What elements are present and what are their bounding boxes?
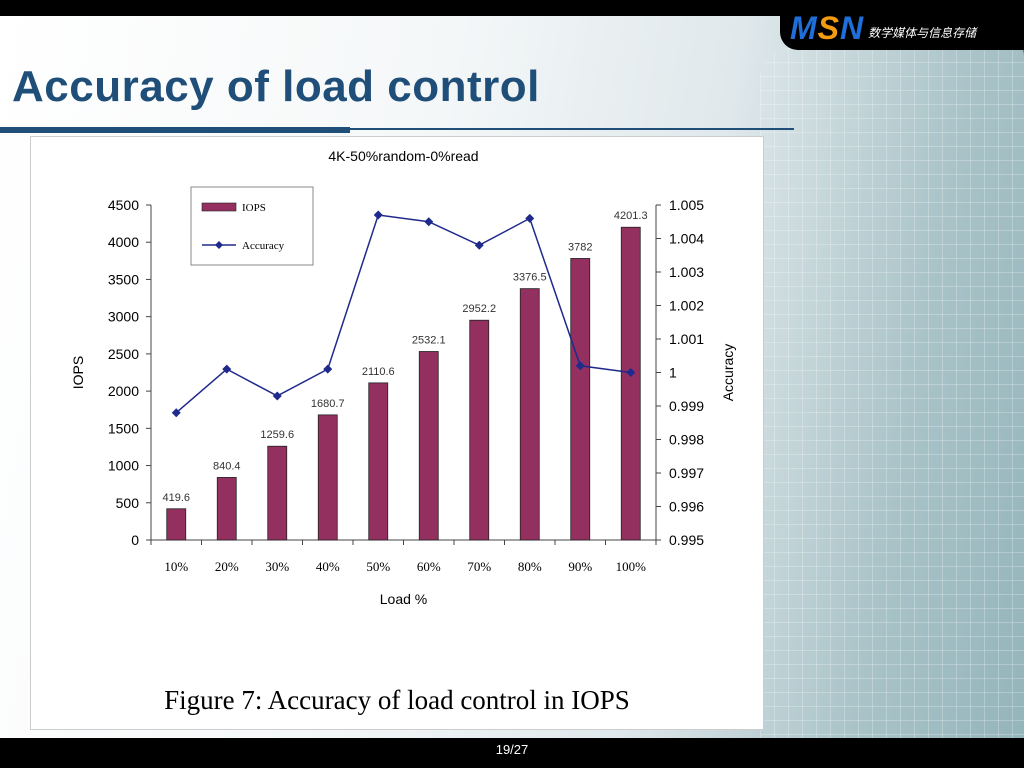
- iops-data-label: 3376.5: [513, 272, 547, 284]
- y2-tick-label: 1.002: [669, 298, 704, 314]
- x-tick-label: 30%: [265, 559, 289, 574]
- y-tick-label: 2500: [108, 346, 139, 362]
- legend-iops-swatch: [201, 202, 237, 212]
- y2-tick-label: 0.996: [669, 499, 704, 515]
- iops-bar: [216, 477, 237, 541]
- x-tick-label: 20%: [215, 559, 239, 574]
- legend-accuracy-marker: [215, 241, 223, 249]
- y-tick-label: 1500: [108, 420, 139, 436]
- x-tick-label: 40%: [316, 559, 340, 574]
- logo-subtitle: 数学媒体与信息存储: [868, 26, 977, 40]
- iops-data-label: 419.6: [162, 492, 190, 504]
- logo-mark: MSN: [790, 10, 865, 46]
- accuracy-point: [222, 364, 232, 374]
- y2-tick-label: 1.001: [669, 331, 704, 347]
- accuracy-point: [474, 240, 484, 250]
- y-tick-label: 3000: [108, 309, 139, 325]
- iops-data-label: 2110.6: [362, 366, 395, 378]
- x-axis-label: Load %: [380, 591, 427, 607]
- iops-data-label: 4201.3: [614, 210, 648, 222]
- figure-caption: Figure 7: Accuracy of load control in IO…: [164, 685, 630, 715]
- title-underline-thin: [350, 128, 794, 130]
- iops-data-label: 1259.6: [260, 429, 294, 441]
- iops-data-label: 1680.7: [311, 398, 345, 410]
- y-axis-label: IOPS: [70, 356, 86, 389]
- slide-title: Accuracy of load control: [12, 62, 540, 111]
- title-underline-thick: [0, 127, 350, 133]
- iops-data-label: 2532.1: [412, 334, 446, 346]
- x-tick-label: 50%: [366, 559, 390, 574]
- y2-tick-label: 0.999: [669, 398, 704, 414]
- y2-tick-label: 0.995: [669, 532, 704, 548]
- accuracy-point: [525, 213, 535, 223]
- legend-iops-label: IOPS: [242, 202, 266, 214]
- page-number: 19/27: [495, 742, 529, 757]
- y-tick-label: 4500: [108, 197, 139, 213]
- legend-box: [190, 186, 314, 266]
- x-tick-label: 10%: [164, 559, 188, 574]
- header-bar: [780, 0, 1024, 50]
- iops-bar: [519, 288, 540, 541]
- iops-data-label: 2952.2: [462, 303, 496, 315]
- accuracy-point: [575, 361, 585, 371]
- msn-logo: MSN 数学媒体与信息存储: [790, 8, 976, 44]
- iops-bar: [570, 258, 591, 541]
- x-tick-label: 90%: [568, 559, 592, 574]
- y2-tick-label: 1.003: [669, 264, 704, 280]
- accuracy-point: [272, 391, 282, 401]
- y-tick-label: 3500: [108, 271, 139, 287]
- chart-title: 4K-50%random-0%read: [328, 148, 478, 164]
- accuracy-point: [373, 210, 383, 220]
- y-tick-label: 4000: [108, 234, 139, 250]
- iops-bar: [620, 226, 641, 541]
- iops-bar: [317, 414, 338, 541]
- iops-bar: [368, 382, 389, 541]
- y-tick-label: 0: [131, 532, 139, 548]
- y2-axis-label: Accuracy: [720, 344, 736, 402]
- y-tick-label: 1000: [108, 458, 139, 474]
- iops-bar: [469, 319, 490, 541]
- y2-tick-label: 1: [669, 365, 677, 381]
- y2-tick-label: 1.005: [669, 197, 704, 213]
- iops-bar: [166, 508, 187, 541]
- x-tick-label: 60%: [417, 559, 441, 574]
- iops-accuracy-chart: 4K-50%random-0%read 0 500 1000 1500 2000 2500 3…: [70, 148, 736, 607]
- accuracy-point: [323, 364, 333, 374]
- accuracy-point: [171, 408, 181, 418]
- footer-bar: 19/27: [0, 738, 1024, 768]
- y2-tick-label: 1.004: [669, 231, 704, 247]
- decorative-grid: [760, 48, 1024, 738]
- y-tick-label: 2000: [108, 383, 139, 399]
- y-tick-label: 500: [116, 495, 140, 511]
- accuracy-point: [424, 217, 434, 227]
- iops-data-label: 840.4: [213, 460, 241, 472]
- figure-panel: 4K-50%random-0%read 0 500 1000 1500 2000 2500 3…: [30, 136, 764, 730]
- accuracy-point: [626, 368, 636, 377]
- iops-data-label: 3782: [568, 241, 592, 253]
- x-tick-label: 100%: [616, 559, 647, 574]
- legend-accuracy-label: Accuracy: [242, 240, 285, 252]
- iops-bar: [267, 445, 288, 541]
- x-tick-label: 70%: [467, 559, 491, 574]
- x-tick-label: 80%: [518, 559, 542, 574]
- accuracy-line: [175, 214, 631, 414]
- iops-bar: [418, 351, 439, 541]
- y2-tick-label: 0.998: [669, 432, 704, 448]
- y2-tick-label: 0.997: [669, 465, 704, 481]
